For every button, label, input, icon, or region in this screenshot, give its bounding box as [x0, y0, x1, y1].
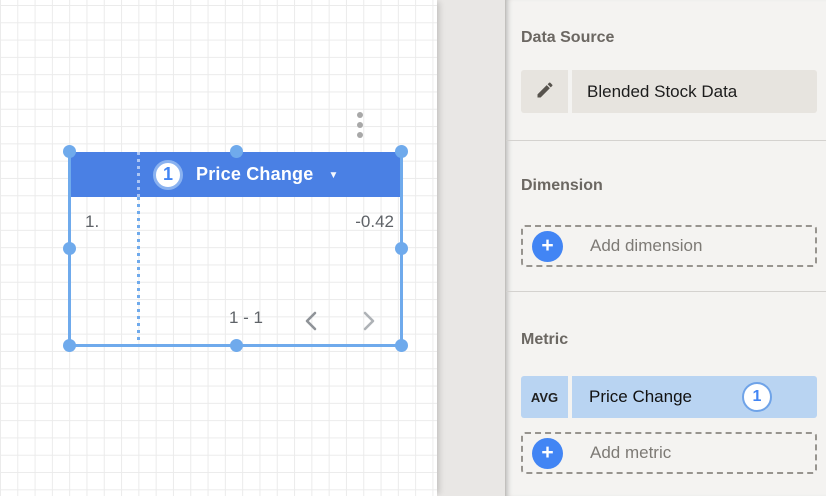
kebab-dot — [357, 112, 363, 118]
kebab-dot — [357, 122, 363, 128]
resize-handle-top-right[interactable] — [395, 145, 408, 158]
edit-data-source-button[interactable] — [521, 70, 568, 113]
resize-handle-bottom-left[interactable] — [63, 339, 76, 352]
resize-handle-middle-right[interactable] — [395, 242, 408, 255]
sort-dropdown-icon[interactable]: ▼ — [328, 170, 339, 181]
metric-aggregation-chip[interactable]: AVG — [521, 376, 568, 418]
resize-handle-bottom-middle[interactable] — [229, 339, 243, 352]
table-header-label: Price Change — [196, 164, 314, 184]
add-metric-button[interactable]: + Add metric — [521, 432, 817, 474]
kebab-dot — [357, 132, 363, 138]
add-metric-label: Add metric — [590, 443, 672, 462]
table-header[interactable]: 1 Price Change ▼ — [71, 152, 400, 197]
next-page-icon[interactable] — [361, 311, 377, 331]
data-source-name[interactable]: Blended Stock Data — [572, 70, 817, 113]
prev-page-icon[interactable] — [303, 311, 319, 331]
add-dimension-label: Add dimension — [590, 236, 703, 255]
more-options-icon[interactable] — [357, 112, 365, 142]
resize-handle-bottom-right[interactable] — [395, 339, 408, 352]
pencil-icon — [535, 80, 555, 103]
section-divider — [506, 140, 826, 141]
data-source-heading: Data Source — [521, 29, 615, 46]
row-index: 1. — [85, 212, 100, 231]
column-divider[interactable] — [137, 197, 140, 344]
section-divider — [506, 291, 826, 292]
resize-handle-top-middle[interactable] — [229, 145, 243, 158]
dimension-heading: Dimension — [521, 177, 603, 194]
pagination-range: 1 - 1 — [228, 308, 264, 327]
metric-order-badge: 1 — [742, 382, 772, 412]
report-canvas[interactable]: 1 Price Change ▼ 1. -0.42 1 - 1 — [0, 0, 437, 496]
plus-icon: + — [532, 437, 563, 469]
resize-handle-middle-left[interactable] — [63, 242, 76, 255]
metric-field-chip[interactable]: Price Change 1 — [572, 376, 817, 418]
plus-icon: + — [532, 230, 563, 262]
column-divider[interactable] — [137, 152, 140, 197]
table-chart[interactable]: 1 Price Change ▼ 1. -0.42 1 - 1 — [63, 145, 408, 352]
add-dimension-button[interactable]: + Add dimension — [521, 225, 817, 267]
metric-field-label: Price Change — [589, 387, 693, 406]
metric-order-badge: 1 — [153, 159, 183, 190]
table-row: 1. -0.42 — [71, 197, 400, 247]
resize-handle-top-left[interactable] — [63, 145, 76, 158]
row-value: -0.42 — [355, 212, 394, 231]
metric-heading: Metric — [521, 331, 569, 348]
properties-panel: Data Source Blended Stock Data Dimension… — [505, 0, 826, 496]
